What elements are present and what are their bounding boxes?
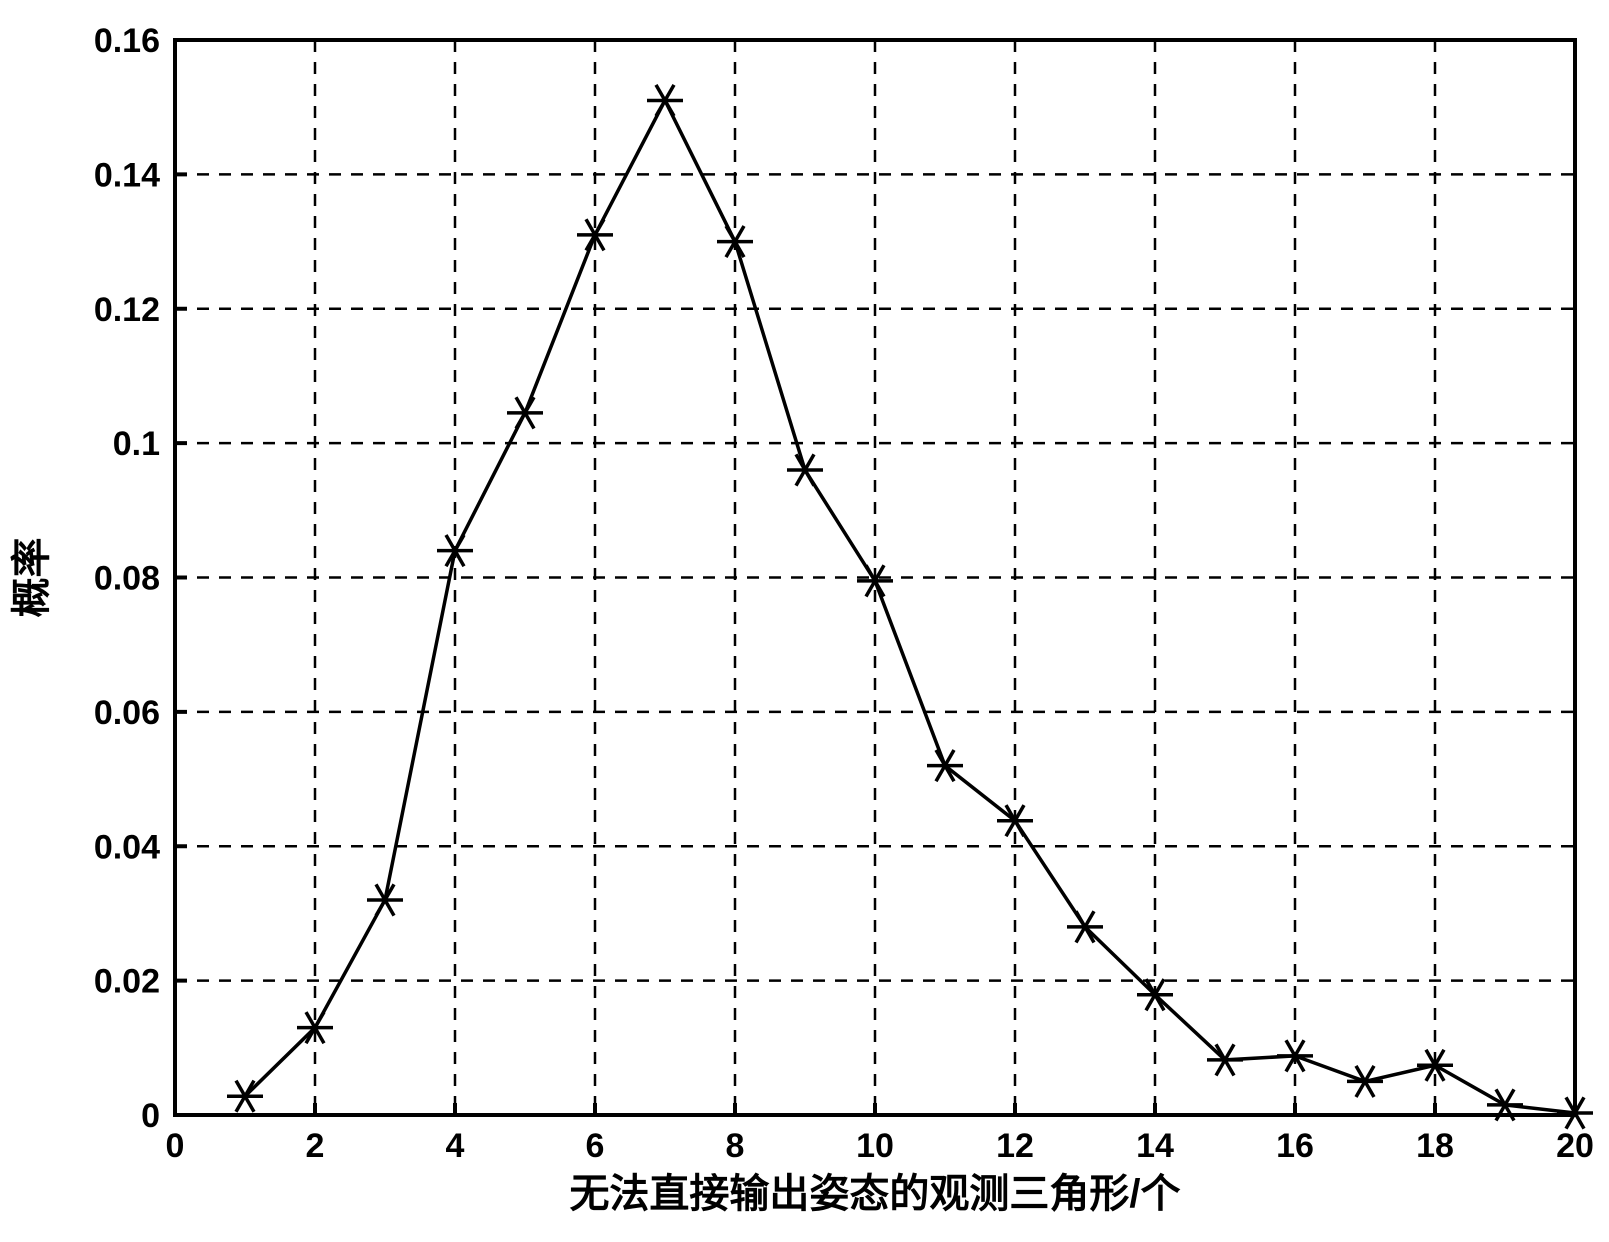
x-tick-label: 18	[1416, 1127, 1454, 1165]
x-tick-label: 8	[726, 1127, 745, 1165]
x-tick-label: 0	[166, 1127, 185, 1165]
y-tick-label: 0.08	[94, 560, 160, 598]
y-tick-label: 0.14	[94, 156, 160, 194]
line-chart: 0 2 4 6 8 10 12 14 16 18 20 0 0.02 0.04 0.06 0.08 0.1 0.1…	[0, 0, 1609, 1242]
x-tick-label: 6	[586, 1127, 605, 1165]
y-axis-label: 概率	[10, 538, 54, 618]
x-axis-label: 无法直接输出姿态的观测三角形/个	[569, 1172, 1180, 1216]
x-tick-label: 20	[1556, 1127, 1594, 1165]
y-tick-label: 0.02	[94, 963, 160, 1001]
y-tick-label: 0.06	[94, 694, 160, 732]
x-tick-label: 12	[996, 1127, 1034, 1165]
chart-container: 0 2 4 6 8 10 12 14 16 18 20 0 0.02 0.04 0.06 0.08 0.1 0.1…	[0, 0, 1609, 1242]
y-tick-label: 0	[141, 1097, 160, 1135]
x-tick-label: 16	[1276, 1127, 1314, 1165]
x-tick-label: 14	[1136, 1127, 1174, 1165]
x-tick-label: 4	[446, 1127, 465, 1165]
x-tick-label: 10	[856, 1127, 894, 1165]
y-tick-label: 0.04	[94, 828, 160, 866]
y-tick-label: 0.1	[113, 425, 160, 463]
y-tick-label: 0.16	[94, 22, 160, 60]
x-tick-label: 2	[306, 1127, 325, 1165]
y-tick-label: 0.12	[94, 291, 160, 329]
